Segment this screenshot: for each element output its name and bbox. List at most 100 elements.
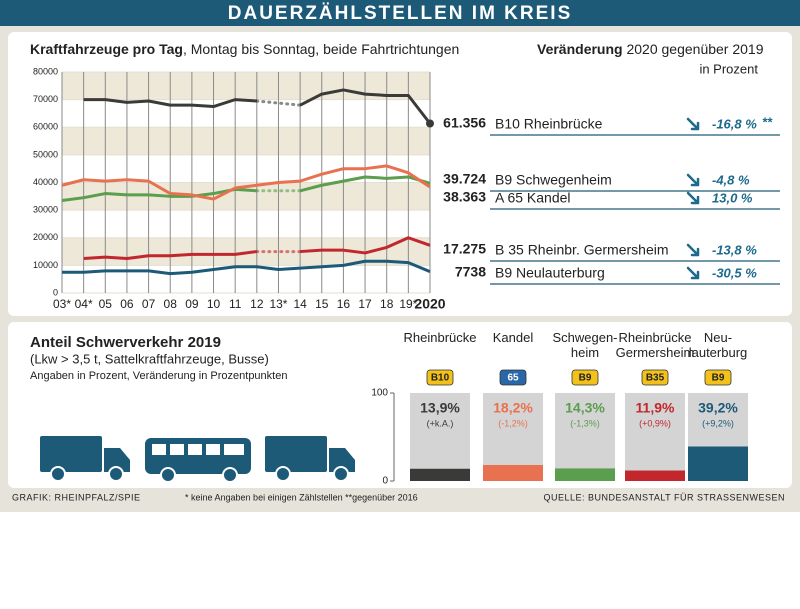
series-name: A 65 Kandel <box>495 190 571 206</box>
arrow-icon <box>686 117 700 131</box>
truck-box <box>265 436 327 472</box>
x-category-label: Schwegen- heim <box>552 330 618 360</box>
x-tick-label: 05 <box>99 297 113 311</box>
header-title: DAUERZÄHLSTELLEN IM KREIS <box>228 3 573 24</box>
road-label: B10 <box>431 373 450 384</box>
y-tick-label: 50000 <box>33 149 58 159</box>
change-value: -30,5 % <box>712 265 757 280</box>
x-tick-label: 11 <box>229 297 242 311</box>
change-value: -4,8 % <box>712 172 750 187</box>
bus-window <box>206 444 220 455</box>
x-tick-label: 10 <box>207 297 221 311</box>
y-tick-label: 100 <box>371 388 388 399</box>
bus-body <box>145 438 251 474</box>
line-series <box>61 164 431 201</box>
value-label: 38.363 <box>443 189 486 205</box>
x-category-label: Kandel <box>492 330 534 345</box>
y-tick-label: 30000 <box>33 205 58 215</box>
line-series <box>83 236 431 260</box>
series-name: B9 Schwegenheim <box>495 172 612 188</box>
road-label: 65 <box>507 373 519 384</box>
change-heading: Veränderung 2020 gegenüber 2019 <box>537 41 764 57</box>
x-tick-label: 14 <box>293 297 307 311</box>
x-tick-label: 03* <box>53 297 71 311</box>
x-tick-label: 13* <box>269 297 287 311</box>
title: Kraftfahrzeuge pro Tag <box>30 41 183 57</box>
x-tick-label: 19* <box>399 297 417 311</box>
x-tick-label: 04* <box>75 297 93 311</box>
credit: GRAFIK: RHEINPFALZ/SPIE <box>12 492 141 502</box>
x-tick-label: 09 <box>185 297 199 311</box>
bus-window <box>224 444 244 455</box>
truck-cab <box>104 448 130 472</box>
x-tick-label: 18 <box>380 297 394 311</box>
arrow-icon <box>686 173 700 187</box>
arrow-icon <box>686 266 700 280</box>
x-category-label: Neu- lauterburg <box>688 330 748 360</box>
heading: Veränderung <box>537 41 623 57</box>
value-label: 7738 <box>455 264 486 280</box>
wheel <box>333 466 349 482</box>
change-label: (-1,3%) <box>570 418 600 428</box>
bar <box>625 470 685 481</box>
value-label: 11,9% <box>636 400 675 416</box>
change-label: (+9,2%) <box>702 418 734 428</box>
series-name: B10 Rheinbrücke <box>495 116 603 132</box>
x-tick-label: 15 <box>315 297 329 311</box>
y-tick-label: 60000 <box>33 122 58 132</box>
value-label: 17.275 <box>443 241 486 257</box>
bar <box>688 446 748 481</box>
bar-note: Angaben in Prozent, Veränderung in Proze… <box>30 370 287 382</box>
x-category-label: Rheinbrücke Germersheim <box>615 330 695 360</box>
bus-window <box>188 444 202 455</box>
bus-window <box>170 444 184 455</box>
bar <box>410 468 470 481</box>
value-label: 14,3% <box>565 400 605 416</box>
wheel <box>50 466 66 482</box>
change-value: -13,8 % <box>712 242 757 257</box>
x-tick-label: 16 <box>337 297 351 311</box>
line-title: Kraftfahrzeuge pro Tag, Montag bis Sonnt… <box>30 41 459 57</box>
value-label: 39,2% <box>698 400 738 416</box>
change-unit: in Prozent <box>699 61 758 76</box>
line-series <box>83 88 432 125</box>
vehicle-icons <box>40 436 355 483</box>
change-note: ** <box>762 114 773 129</box>
y-tick-label: 40000 <box>33 177 58 187</box>
wheel <box>108 466 124 482</box>
road-badge <box>499 369 527 386</box>
series-name: B9 Neulauterburg <box>495 265 605 281</box>
y-tick-label: 0 <box>382 476 388 487</box>
change-value: -16,8 % <box>712 116 757 131</box>
road-badge <box>571 369 599 386</box>
y-tick-label: 0 <box>53 287 58 297</box>
road-badge <box>426 369 454 386</box>
footnote: * keine Angaben bei einigen Zählstellen … <box>185 492 418 502</box>
x-category-label: Rheinbrücke <box>403 330 477 345</box>
series-name: B 35 Rheinbr. Germersheim <box>495 242 669 258</box>
change-label: (-1,2%) <box>498 418 528 428</box>
bar-background <box>625 393 685 481</box>
header-bar <box>0 0 800 26</box>
y-tick-label: 10000 <box>33 260 58 270</box>
bar <box>555 468 615 481</box>
x-tick-label: 17 <box>358 297 372 311</box>
y-tick-label: 80000 <box>33 66 58 76</box>
source: QUELLE: BUNDESANSTALT FÜR STRASSENWESEN <box>543 492 785 502</box>
x-tick-label: 12 <box>250 297 264 311</box>
road-label: B9 <box>579 373 592 384</box>
bar <box>483 464 543 481</box>
line-series <box>61 175 431 202</box>
end-marker <box>426 119 434 128</box>
bar-subtitle: (Lkw > 3,5 t, Sattelkraftfahrzeuge, Buss… <box>30 351 269 366</box>
subheading: 2020 gegenüber 2019 <box>623 41 764 57</box>
change-label: (+0,9%) <box>639 418 671 428</box>
arrow-icon <box>686 243 700 257</box>
road-label: B9 <box>712 373 725 384</box>
wheel <box>275 466 291 482</box>
value-label: 61.356 <box>443 115 486 131</box>
x-tick-label: 2020 <box>414 296 445 312</box>
bar-background <box>410 393 470 481</box>
road-badge <box>704 369 732 386</box>
